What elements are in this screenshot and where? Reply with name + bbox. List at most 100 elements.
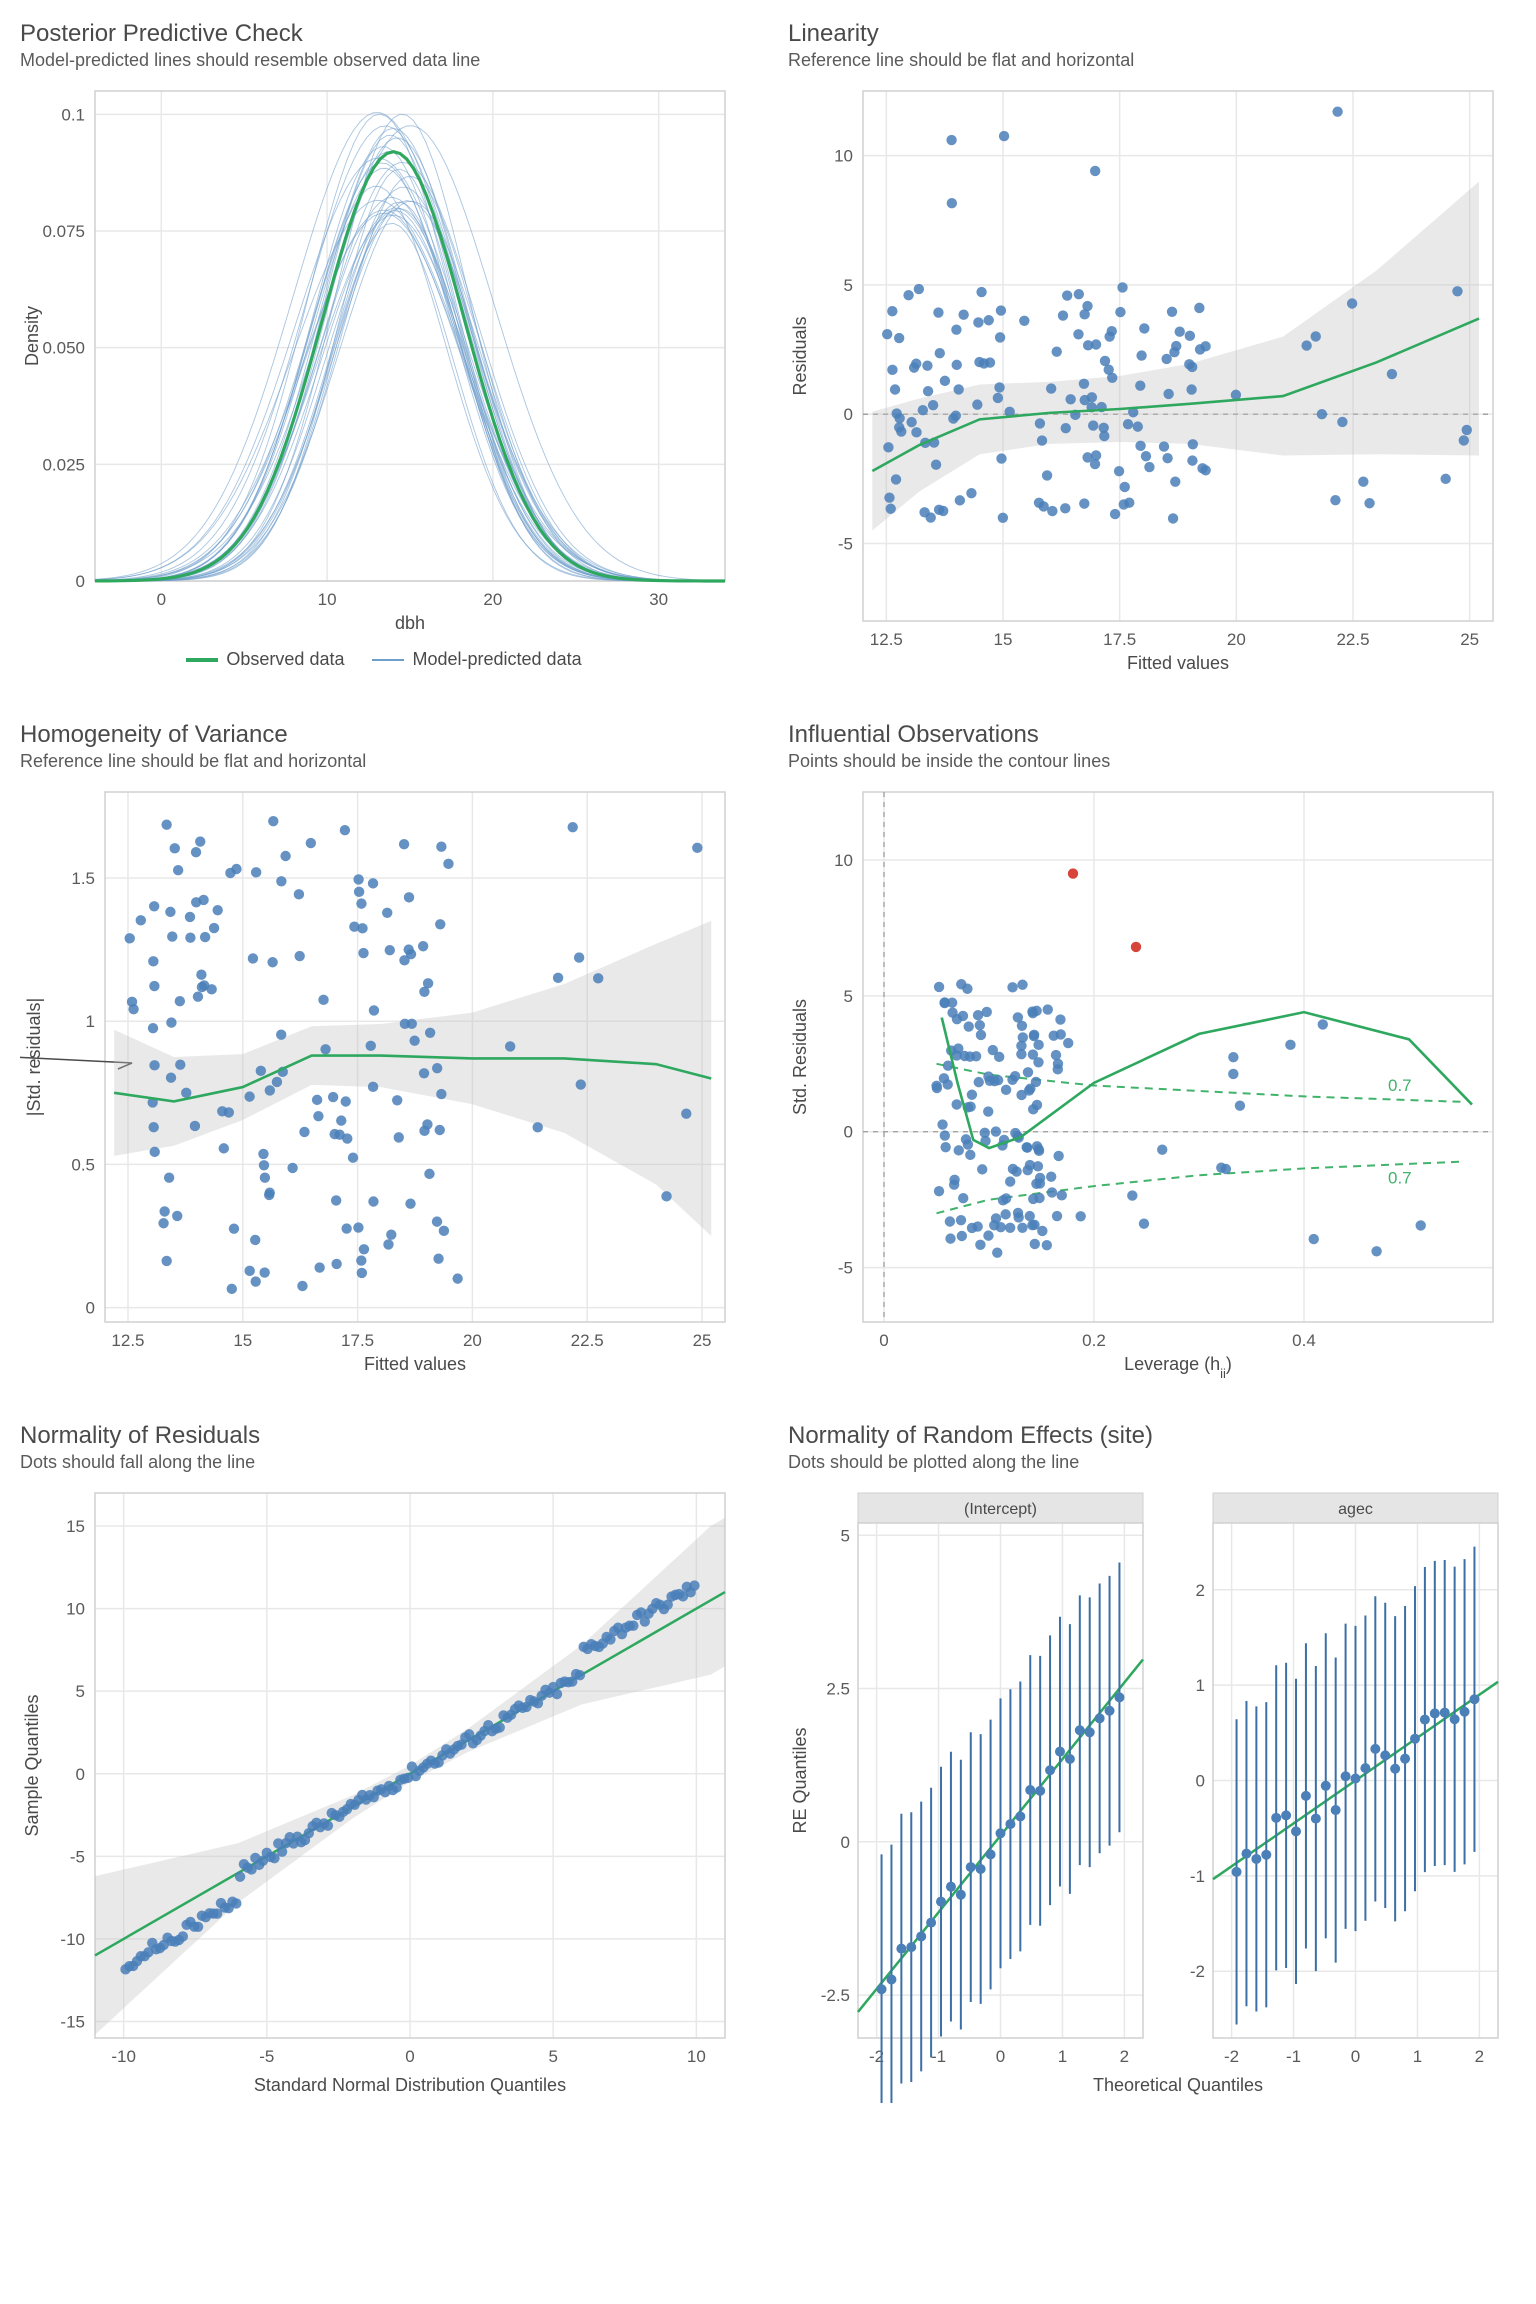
svg-text:Fitted values: Fitted values bbox=[364, 1354, 466, 1374]
svg-text:30: 30 bbox=[649, 590, 668, 609]
svg-text:0: 0 bbox=[1196, 1772, 1205, 1791]
pp-title: Posterior Predictive Check bbox=[20, 20, 748, 48]
svg-text:22.5: 22.5 bbox=[571, 1331, 604, 1350]
qq-subtitle: Dots should fall along the line bbox=[20, 1452, 748, 1473]
svg-text:12.5: 12.5 bbox=[111, 1331, 144, 1350]
svg-text:5: 5 bbox=[548, 2047, 557, 2066]
panel-linearity: Linearity Reference line should be flat … bbox=[788, 20, 1516, 681]
svg-text:Fitted values: Fitted values bbox=[1127, 653, 1229, 673]
svg-text:0: 0 bbox=[405, 2047, 414, 2066]
svg-text:-10: -10 bbox=[60, 1930, 85, 1949]
svg-text:10: 10 bbox=[834, 147, 853, 166]
svg-text:Residuals: Residuals bbox=[790, 316, 810, 395]
legend-predicted: Model-predicted data bbox=[372, 649, 581, 670]
svg-text:-2: -2 bbox=[1224, 2047, 1239, 2066]
svg-text:17.5: 17.5 bbox=[341, 1331, 374, 1350]
panel-pp: Posterior Predictive Check Model-predict… bbox=[20, 20, 748, 681]
svg-text:0: 0 bbox=[844, 1123, 853, 1142]
svg-text:5: 5 bbox=[844, 276, 853, 295]
svg-text:0.5: 0.5 bbox=[71, 1155, 95, 1174]
svg-text:1: 1 bbox=[1413, 2047, 1422, 2066]
lin-title: Linearity bbox=[788, 20, 1516, 48]
svg-text:-1: -1 bbox=[1190, 1867, 1205, 1886]
svg-text:Std. Residuals: Std. Residuals bbox=[790, 999, 810, 1115]
svg-text:-10: -10 bbox=[111, 2047, 136, 2066]
svg-text:5: 5 bbox=[844, 987, 853, 1006]
hov-chart: 12.51517.52022.52500.511.5Fitted values|… bbox=[20, 782, 740, 1382]
pp-subtitle: Model-predicted lines should resemble ob… bbox=[20, 50, 748, 71]
svg-text:-2: -2 bbox=[1190, 1962, 1205, 1981]
svg-text:10: 10 bbox=[834, 851, 853, 870]
qq-chart: -10-50510-15-10-5051015Standard Normal D… bbox=[20, 1483, 740, 2103]
hov-subtitle: Reference line should be flat and horizo… bbox=[20, 751, 748, 772]
svg-text:Standard Normal Distribution Q: Standard Normal Distribution Quantiles bbox=[254, 2075, 566, 2095]
svg-text:0.1: 0.1 bbox=[61, 105, 85, 124]
svg-text:20: 20 bbox=[463, 1331, 482, 1350]
infl-subtitle: Points should be inside the contour line… bbox=[788, 751, 1516, 772]
hov-title: Homogeneity of Variance bbox=[20, 721, 748, 749]
pp-chart: 0 10 20 30 0 0.025 0.050 0.075 0.1 dbh Density bbox=[20, 81, 740, 641]
svg-text:2: 2 bbox=[1120, 2047, 1129, 2066]
svg-text:0: 0 bbox=[86, 1299, 95, 1318]
svg-text:dbh: dbh bbox=[395, 613, 425, 633]
svg-text:0: 0 bbox=[76, 572, 85, 591]
svg-text:2: 2 bbox=[1196, 1581, 1205, 1600]
lin-subtitle: Reference line should be flat and horizo… bbox=[788, 50, 1516, 71]
svg-text:10: 10 bbox=[66, 1600, 85, 1619]
pp-legend: Observed data Model-predicted data bbox=[20, 649, 748, 670]
svg-text:15: 15 bbox=[994, 630, 1013, 649]
svg-text:0.7: 0.7 bbox=[1388, 1076, 1412, 1095]
svg-text:0.025: 0.025 bbox=[42, 455, 85, 474]
svg-text:5: 5 bbox=[841, 1526, 850, 1545]
svg-text:5: 5 bbox=[76, 1682, 85, 1701]
svg-text:0: 0 bbox=[76, 1765, 85, 1784]
svg-text:agec: agec bbox=[1338, 1501, 1373, 1518]
svg-text:12.5: 12.5 bbox=[870, 630, 903, 649]
svg-text:0: 0 bbox=[841, 1833, 850, 1852]
panel-re: Normality of Random Effects (site) Dots … bbox=[788, 1422, 1516, 2103]
svg-text:0.4: 0.4 bbox=[1292, 1331, 1316, 1350]
panel-infl: Influential Observations Points should b… bbox=[788, 721, 1516, 1382]
legend-observed-label: Observed data bbox=[226, 649, 344, 670]
svg-text:-5: -5 bbox=[70, 1847, 85, 1866]
svg-text:0.050: 0.050 bbox=[42, 339, 85, 358]
svg-text:15: 15 bbox=[233, 1331, 252, 1350]
re-chart: RE Quantiles Theoretical Quantiles (Interc… bbox=[788, 1483, 1508, 2103]
svg-text:Sample Quantiles: Sample Quantiles bbox=[22, 1694, 42, 1836]
svg-text:10: 10 bbox=[318, 590, 337, 609]
svg-text:0: 0 bbox=[157, 590, 166, 609]
svg-text:0: 0 bbox=[879, 1331, 888, 1350]
svg-text:0.2: 0.2 bbox=[1082, 1331, 1106, 1350]
svg-text:20: 20 bbox=[483, 590, 502, 609]
svg-text:Density: Density bbox=[22, 306, 42, 366]
chart-grid: Posterior Predictive Check Model-predict… bbox=[20, 20, 1516, 2103]
svg-text:17.5: 17.5 bbox=[1103, 630, 1136, 649]
infl-title: Influential Observations bbox=[788, 721, 1516, 749]
infl-chart: 0 0.2 0.4 -5 0 5 10 Std. Residuals Leverage (hii… bbox=[788, 782, 1508, 1382]
svg-text:-5: -5 bbox=[259, 2047, 274, 2066]
svg-text:10: 10 bbox=[687, 2047, 706, 2066]
panel-hov: Homogeneity of Variance Reference line s… bbox=[20, 721, 748, 1382]
svg-text:2: 2 bbox=[1475, 2047, 1484, 2066]
svg-text:Leverage (hii): Leverage (hii) bbox=[1124, 1354, 1232, 1381]
linearity-chart: 12.51517.52022.525-50510Fitted valuesRes… bbox=[788, 81, 1508, 681]
svg-text:1: 1 bbox=[1196, 1676, 1205, 1695]
panel-qq: Normality of Residuals Dots should fall … bbox=[20, 1422, 748, 2103]
svg-text:1: 1 bbox=[86, 1012, 95, 1031]
svg-text:RE Quantiles: RE Quantiles bbox=[790, 1727, 810, 1833]
svg-text:25: 25 bbox=[1460, 630, 1479, 649]
svg-text:-5: -5 bbox=[838, 1259, 853, 1278]
svg-text:-5: -5 bbox=[838, 534, 853, 553]
svg-text:0.075: 0.075 bbox=[42, 222, 85, 241]
svg-text:0: 0 bbox=[844, 405, 853, 424]
svg-text:0.7: 0.7 bbox=[1388, 1168, 1412, 1187]
svg-text:-1: -1 bbox=[931, 2047, 946, 2066]
svg-text:20: 20 bbox=[1227, 630, 1246, 649]
svg-text:(Intercept): (Intercept) bbox=[964, 1501, 1037, 1518]
qq-title: Normality of Residuals bbox=[20, 1422, 748, 1450]
svg-text:2.5: 2.5 bbox=[826, 1680, 850, 1699]
legend-observed: Observed data bbox=[186, 649, 344, 670]
svg-text:Theoretical Quantiles: Theoretical Quantiles bbox=[1093, 2075, 1263, 2095]
svg-text:-15: -15 bbox=[60, 2012, 85, 2031]
svg-text:-2.5: -2.5 bbox=[821, 1986, 850, 2005]
